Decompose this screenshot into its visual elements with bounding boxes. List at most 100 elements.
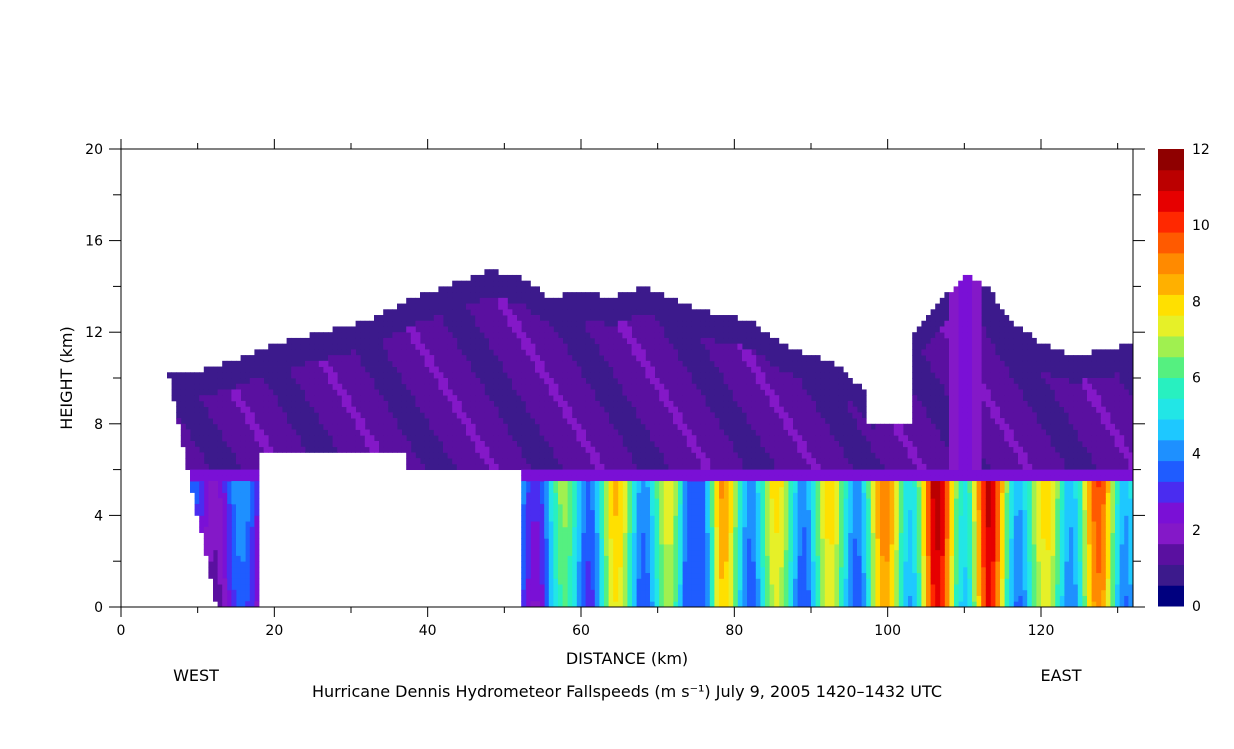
fallspeed-cell <box>249 383 255 390</box>
fallspeed-cell <box>190 446 195 453</box>
fallspeed-cell <box>341 406 347 413</box>
fallspeed-cell <box>369 406 375 413</box>
fallspeed-cell <box>516 355 522 362</box>
fallspeed-cell <box>1068 412 1074 419</box>
fallspeed-cell <box>682 360 688 367</box>
fallspeed-cell <box>489 274 494 282</box>
fallspeed-cell <box>843 395 849 402</box>
fallspeed-cell <box>479 297 485 304</box>
fallspeed-cell <box>530 440 536 448</box>
fallspeed-cell <box>889 458 895 465</box>
fallspeed-cell <box>815 423 821 430</box>
fallspeed-cell <box>608 309 614 316</box>
fallspeed-cell <box>1059 372 1065 379</box>
fallspeed-cell <box>286 355 292 362</box>
fallspeed-cell <box>360 395 366 402</box>
fallspeed-cell <box>590 372 596 379</box>
fallspeed-cell <box>1031 446 1037 453</box>
fallspeed-cell <box>387 435 393 442</box>
fallspeed-cell <box>521 315 527 322</box>
fallspeed-cell <box>903 452 908 459</box>
fallspeed-cell <box>502 292 508 299</box>
fallspeed-cell <box>866 435 872 442</box>
fallspeed-cell <box>659 303 665 310</box>
fallspeed-cell <box>466 412 471 419</box>
fallspeed-cell <box>539 383 545 390</box>
fallspeed-cell <box>571 366 577 373</box>
fallspeed-cell <box>682 601 688 607</box>
fallspeed-cell <box>567 463 573 471</box>
fallspeed-cell <box>530 406 536 413</box>
fallspeed-cell <box>1018 360 1023 367</box>
fallspeed-cell <box>636 440 642 448</box>
fallspeed-cell <box>990 366 996 373</box>
fallspeed-cell <box>222 406 228 413</box>
fallspeed-cell <box>981 315 987 322</box>
fallspeed-cell <box>935 389 941 396</box>
fallspeed-cell <box>512 337 517 345</box>
fallspeed-cell <box>479 429 485 436</box>
fallspeed-cell <box>737 446 743 453</box>
fallspeed-cell <box>705 349 711 356</box>
fallspeed-cell <box>282 423 287 430</box>
fallspeed-cell <box>208 435 214 442</box>
fallspeed-cell <box>746 463 752 471</box>
fallspeed-cell <box>475 355 481 362</box>
fallspeed-cell <box>1068 435 1074 442</box>
fallspeed-cell <box>659 360 665 367</box>
fallspeed-cell <box>585 549 591 556</box>
fallspeed-cell <box>834 389 839 396</box>
fallspeed-cell <box>415 440 421 448</box>
fallspeed-cell <box>815 378 821 385</box>
fallspeed-cell <box>286 372 292 379</box>
fallspeed-cell <box>728 332 734 339</box>
fallspeed-cell <box>415 372 421 379</box>
fallspeed-cell <box>374 395 379 402</box>
fallspeed-cell <box>797 452 803 459</box>
fallspeed-cell <box>930 458 936 465</box>
fallspeed-cell <box>222 469 228 476</box>
fallspeed-cell <box>502 320 508 327</box>
fallspeed-cell <box>295 440 301 448</box>
fallspeed-cell <box>801 458 807 465</box>
fallspeed-cell <box>438 429 444 436</box>
fallspeed-cell <box>801 566 807 574</box>
fallspeed-cell <box>525 326 531 333</box>
fallspeed-cell <box>801 423 807 430</box>
fallspeed-cell <box>254 538 260 545</box>
fallspeed-cell <box>668 458 674 465</box>
fallspeed-cell <box>640 555 646 562</box>
fallspeed-cell <box>190 486 195 493</box>
fallspeed-cell <box>1008 355 1014 362</box>
fallspeed-cell <box>696 418 701 425</box>
fallspeed-cell <box>231 400 237 408</box>
fallspeed-cell <box>190 400 195 408</box>
fallspeed-cell <box>686 532 692 539</box>
fallspeed-cell <box>470 320 476 327</box>
fallspeed-cell <box>213 561 218 568</box>
fallspeed-cell <box>544 566 550 574</box>
fallspeed-cell <box>567 372 573 379</box>
fallspeed-cell <box>456 286 462 293</box>
fallspeed-cell <box>1123 458 1129 465</box>
fallspeed-cell <box>254 589 260 596</box>
fallspeed-cell <box>1105 366 1111 373</box>
fallspeed-cell <box>443 400 448 408</box>
fallspeed-cell <box>190 458 195 465</box>
fallspeed-cell <box>1050 378 1056 385</box>
fallspeed-cell <box>811 418 816 425</box>
fallspeed-cell <box>599 406 605 413</box>
fallspeed-cell <box>797 406 803 413</box>
fallspeed-cell <box>548 326 554 333</box>
fallspeed-cell <box>788 458 793 465</box>
fallspeed-cell <box>939 383 945 390</box>
fallspeed-cell <box>930 320 936 327</box>
fallspeed-cell <box>360 366 366 373</box>
fallspeed-cell <box>498 378 504 385</box>
fallspeed-cell <box>433 395 439 402</box>
fallspeed-cell <box>788 435 793 442</box>
fallspeed-cell <box>797 349 803 356</box>
fallspeed-cell <box>1082 355 1088 362</box>
fallspeed-cell <box>475 452 481 459</box>
fallspeed-cell <box>1068 389 1074 396</box>
